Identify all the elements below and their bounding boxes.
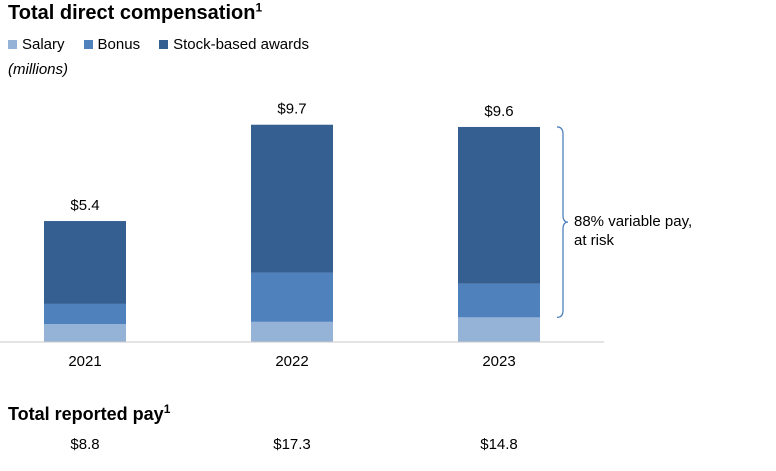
bar-stock-based-awards-2022 xyxy=(251,124,333,273)
reported-pay-title-text: Total reported pay xyxy=(8,404,164,424)
chart-title: Total direct compensation1 xyxy=(8,0,263,25)
variable-pay-annotation-line-2: at risk xyxy=(574,232,615,249)
bar-stock-based-awards-2021 xyxy=(44,221,126,304)
stacked-bar-chart: $5.4 2021 $9.7 2022 $9.6 2023 88% variable pay… xyxy=(0,101,692,370)
total-label-2023: $9.6 xyxy=(484,103,513,120)
reported-pay-title-footnote: 1 xyxy=(163,402,171,416)
reported-pay-value-2022: $17.3 xyxy=(273,436,311,453)
bar-salary-2023 xyxy=(458,317,540,342)
chart-title-text: Total direct compensation xyxy=(8,2,256,24)
legend-label-salary: Salary xyxy=(22,36,65,53)
bar-salary-2022 xyxy=(251,321,333,342)
chart-title-footnote: 1 xyxy=(255,0,263,15)
legend-swatch-salary xyxy=(8,40,17,49)
variable-pay-brace xyxy=(556,126,569,319)
reported-pay-title: Total reported pay1 xyxy=(8,402,171,425)
total-label-2022: $9.7 xyxy=(277,101,306,118)
legend-label-bonus: Bonus xyxy=(97,36,141,53)
legend-item-salary: Salary xyxy=(8,36,65,53)
legend-swatch-stock-based-awards xyxy=(159,40,169,49)
total-label-2021: $5.4 xyxy=(70,197,99,214)
reported-pay-value-2023: $14.8 xyxy=(480,436,518,453)
legend-swatch-bonus xyxy=(83,40,93,49)
chart-legend: Salary Bonus Stock-based awards xyxy=(8,36,328,53)
reported-pay-value-2021: $8.8 xyxy=(70,436,100,453)
legend-item-stock-based-awards: Stock-based awards xyxy=(159,36,309,53)
bar-bonus-2023 xyxy=(458,283,540,318)
bar-bonus-2022 xyxy=(251,272,333,322)
bar-bonus-2021 xyxy=(44,303,126,325)
legend-label-stock-based-awards: Stock-based awards xyxy=(173,36,309,53)
x-tick-label-2022: 2022 xyxy=(275,353,308,370)
x-tick-label-2021: 2021 xyxy=(68,353,101,370)
legend-item-bonus: Bonus xyxy=(83,36,141,53)
reported-pay-values: $8.8 $17.3 $14.8 xyxy=(0,436,776,456)
bar-salary-2021 xyxy=(44,324,126,342)
bar-stock-based-awards-2023 xyxy=(458,126,540,284)
x-tick-label-2023: 2023 xyxy=(482,353,515,370)
variable-pay-annotation-line-1: 88% variable pay, xyxy=(574,213,692,230)
units-label: (millions) xyxy=(8,61,68,78)
